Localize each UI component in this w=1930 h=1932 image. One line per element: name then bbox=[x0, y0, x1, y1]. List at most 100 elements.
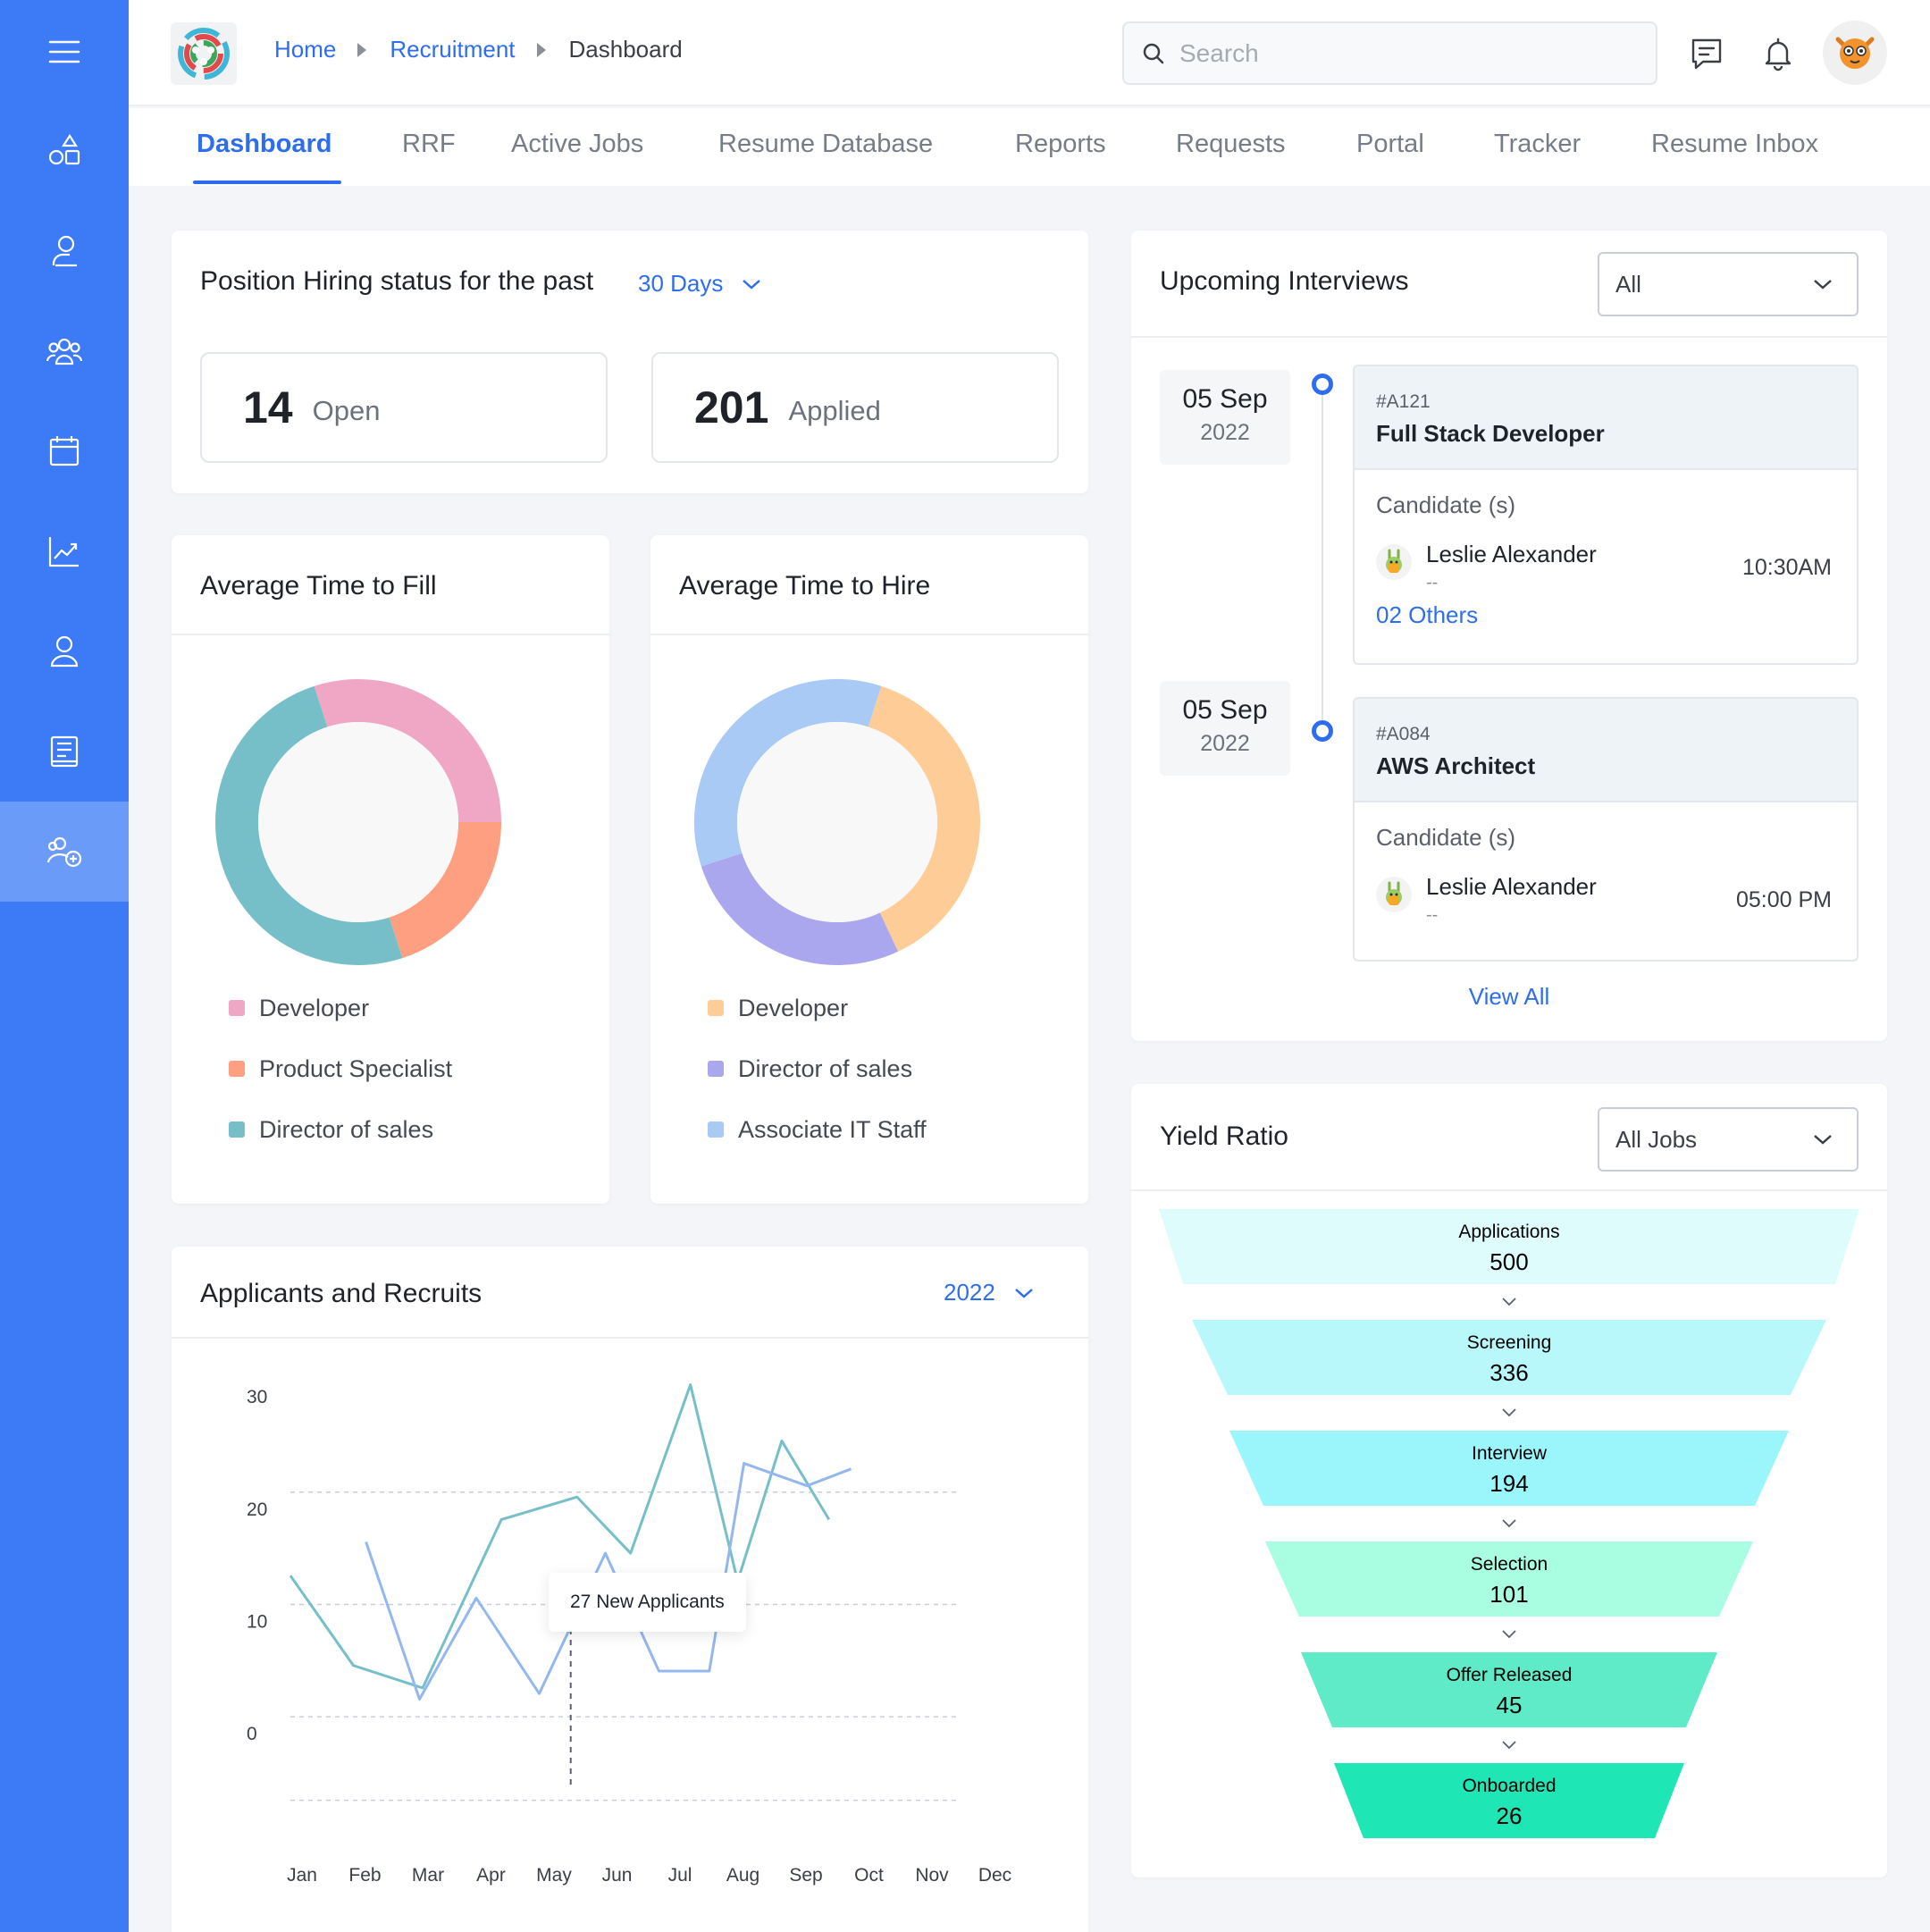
x-tick-label: Nov bbox=[915, 1865, 949, 1886]
interview-body: Candidate (s) Leslie Alexander -- 05:00 … bbox=[1355, 802, 1857, 950]
interview-card[interactable]: #A084 AWS Architect Candidate (s) Leslie… bbox=[1353, 697, 1859, 962]
y-tick-label: 30 bbox=[247, 1387, 267, 1407]
user-icon[interactable] bbox=[0, 201, 129, 301]
period-value: 30 Days bbox=[638, 270, 724, 297]
search-box[interactable] bbox=[1122, 21, 1657, 85]
book-icon[interactable] bbox=[0, 701, 129, 802]
chart-icon[interactable] bbox=[0, 501, 129, 601]
applicants-line-chart: 0 10 20 30 Jan Feb Mar Apr May Jun Jul Aug Sep Oct Nov… bbox=[247, 1383, 1011, 1886]
interview-time: 10:30AM bbox=[1741, 555, 1832, 580]
view-all-link[interactable]: View All bbox=[1468, 983, 1550, 1010]
breadcrumb-recruitment[interactable]: Recruitment bbox=[390, 36, 516, 63]
tab-resume-inbox[interactable]: Resume Inbox bbox=[1651, 130, 1818, 158]
y-tick-label: 0 bbox=[247, 1724, 257, 1744]
tab-requests[interactable]: Requests bbox=[1176, 130, 1286, 158]
sidebar bbox=[0, 0, 129, 1932]
cat-avatar-icon bbox=[1835, 37, 1875, 69]
funnel-stage-label: Interview bbox=[1472, 1443, 1548, 1464]
candidate-row[interactable]: Leslie Alexander -- 10:30AM bbox=[1376, 541, 1835, 596]
legend-swatch bbox=[708, 1121, 724, 1138]
donut-hole bbox=[258, 722, 458, 922]
breadcrumb-home[interactable]: Home bbox=[274, 36, 337, 63]
yield-ratio-card: Yield Ratio All Jobs Applications 500 Scre… bbox=[1131, 1084, 1887, 1877]
candidate-sub: -- bbox=[1426, 905, 1439, 925]
tab-resume-database[interactable]: Resume Database bbox=[718, 130, 934, 158]
applicants-title: Applicants and Recruits bbox=[200, 1279, 482, 1308]
active-tab-indicator bbox=[193, 181, 341, 184]
legend-item: Associate IT Staff bbox=[708, 1099, 927, 1160]
legend-label: Developer bbox=[738, 994, 849, 1021]
donut-slice bbox=[388, 821, 501, 959]
year-value: 2022 bbox=[944, 1279, 995, 1306]
tab-dashboard[interactable]: Dashboard bbox=[197, 130, 332, 158]
hiring-status-title: Position Hiring status for the past bbox=[200, 266, 594, 296]
funnel-stage-label: Screening bbox=[1467, 1332, 1552, 1353]
bunny-avatar-icon bbox=[1386, 881, 1402, 905]
search-input[interactable] bbox=[1179, 38, 1626, 68]
interview-filter-value: All bbox=[1615, 270, 1641, 298]
legend-item: Director of sales bbox=[708, 1038, 927, 1099]
x-tick-label: Aug bbox=[726, 1865, 759, 1886]
funnel-stage-label: Onboarded bbox=[1462, 1776, 1556, 1796]
y-tick-label: 20 bbox=[247, 1499, 267, 1520]
open-count: 14 bbox=[243, 382, 293, 433]
chevron-down-icon bbox=[1502, 1298, 1516, 1306]
candidates-label: Candidate (s) bbox=[1376, 491, 1516, 518]
period-dropdown[interactable]: 30 Days bbox=[638, 270, 762, 298]
x-tick-label: Sep bbox=[789, 1865, 822, 1886]
legend-swatch bbox=[229, 1000, 245, 1016]
timeline-line bbox=[1322, 384, 1323, 731]
applied-count: 201 bbox=[694, 382, 769, 433]
legend-label: Associate IT Staff bbox=[738, 1115, 927, 1143]
time-to-fill-title: Average Time to Fill bbox=[200, 571, 437, 601]
chevron-down-icon bbox=[1502, 1630, 1516, 1639]
interview-filter-dropdown[interactable]: All bbox=[1598, 252, 1859, 316]
yield-filter-dropdown[interactable]: All Jobs bbox=[1598, 1107, 1859, 1172]
job-id: #A121 bbox=[1376, 391, 1431, 412]
bell-icon[interactable] bbox=[1758, 34, 1798, 73]
main-tabs: Dashboard RRF Active Jobs Resume Databas… bbox=[129, 108, 1930, 186]
candidates-label: Candidate (s) bbox=[1376, 824, 1516, 851]
chevron-down-icon bbox=[1502, 1741, 1516, 1750]
chevron-down-icon bbox=[743, 279, 761, 290]
calendar-icon[interactable] bbox=[0, 401, 129, 501]
candidate-row[interactable]: Leslie Alexander -- 05:00 PM bbox=[1376, 873, 1835, 928]
top-header: Home Recruitment Dashboard bbox=[129, 0, 1930, 106]
tab-tracker[interactable]: Tracker bbox=[1494, 130, 1582, 158]
add-users-icon[interactable] bbox=[0, 802, 129, 902]
interview-card[interactable]: #A121 Full Stack Developer Candidate (s)… bbox=[1353, 365, 1859, 665]
donut-slice bbox=[314, 679, 501, 823]
app-logo[interactable] bbox=[171, 22, 237, 85]
shapes-icon[interactable] bbox=[0, 101, 129, 201]
legend-label: Director of sales bbox=[738, 1054, 913, 1082]
legend-label: Product Specialist bbox=[259, 1054, 453, 1082]
message-icon[interactable] bbox=[1687, 34, 1726, 73]
year-dropdown[interactable]: 2022 bbox=[944, 1279, 1035, 1306]
users-group-icon[interactable] bbox=[0, 301, 129, 401]
date-day: 05 Sep bbox=[1182, 695, 1268, 725]
date-year: 2022 bbox=[1200, 731, 1250, 756]
profile-icon[interactable] bbox=[0, 601, 129, 701]
interview-body: Candidate (s) Leslie Alexander -- 10:30A… bbox=[1355, 470, 1857, 651]
funnel-stage-label: Offer Released bbox=[1447, 1665, 1573, 1685]
funnel-stage-value: 45 bbox=[1497, 1692, 1523, 1718]
tab-active-jobs[interactable]: Active Jobs bbox=[511, 130, 644, 158]
funnel-stage bbox=[1159, 1209, 1859, 1284]
chevron-down-icon bbox=[1814, 1135, 1832, 1145]
time-to-fill-card: Average Time to Fill Developer Product S… bbox=[172, 535, 609, 1204]
chevron-down-icon bbox=[1015, 1288, 1033, 1298]
menu-icon[interactable] bbox=[0, 2, 129, 102]
search-icon bbox=[1143, 43, 1164, 63]
upcoming-title: Upcoming Interviews bbox=[1160, 266, 1409, 296]
x-tick-label: Jan bbox=[287, 1865, 317, 1886]
funnel-stage-value: 336 bbox=[1489, 1359, 1528, 1386]
donut-slice bbox=[701, 853, 899, 965]
x-tick-label: Mar bbox=[412, 1865, 444, 1886]
tab-rrf[interactable]: RRF bbox=[402, 130, 456, 158]
applied-stat: 201 Applied bbox=[651, 352, 1059, 463]
user-avatar[interactable] bbox=[1823, 21, 1887, 85]
tab-reports[interactable]: Reports bbox=[1015, 130, 1106, 158]
candidate-avatar bbox=[1376, 544, 1412, 580]
tab-portal[interactable]: Portal bbox=[1356, 130, 1424, 158]
others-link[interactable]: 02 Others bbox=[1376, 601, 1479, 628]
